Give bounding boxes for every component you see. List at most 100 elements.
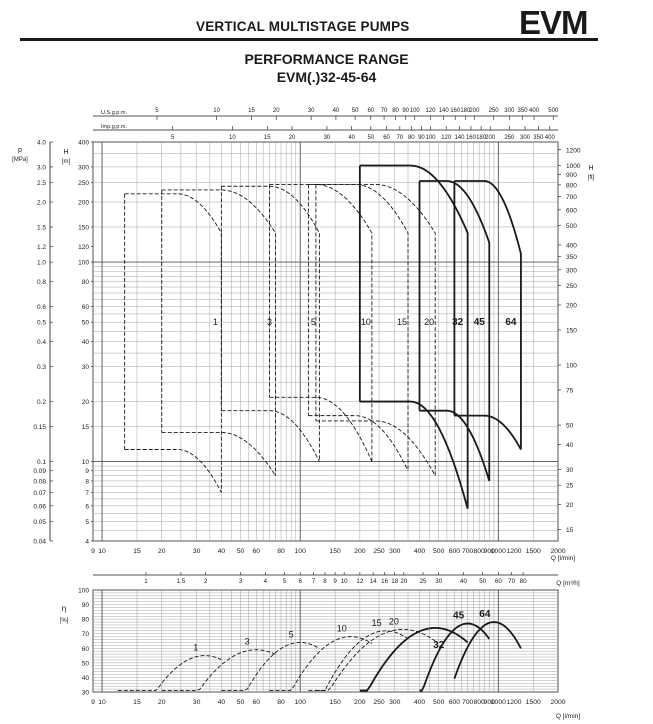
head-x-unit: Q [l/min]: [551, 555, 575, 562]
head-y-mpa-tick-label: 4.0: [37, 140, 46, 147]
imp-gpm-tick-label: 140: [454, 135, 465, 141]
eff-x-tick-label: 2000: [550, 699, 565, 706]
head-y-m-tick-label: 7: [85, 490, 89, 497]
head-y-m-tick-label: 4: [85, 539, 89, 546]
head-curve-label-64: 64: [505, 317, 517, 328]
head-curve-label-32: 32: [452, 317, 464, 328]
head-x-tick-label: 1000: [491, 548, 506, 555]
imp-gpm-tick-label: 60: [383, 135, 390, 141]
eff-x-tick-label: 1200: [506, 699, 521, 706]
us-gpm-tick-label: 160: [450, 108, 461, 114]
imp-gpm-tick-label: 10: [229, 135, 236, 141]
head-y-ft-tick-label: 50: [566, 423, 574, 430]
imp-gpm-tick-label: 300: [520, 135, 531, 141]
head-y-mpa-tick-label: 0.1: [37, 459, 46, 466]
head-y-m-tick-label: 400: [78, 140, 89, 147]
us-gpm-tick-label: 70: [381, 108, 388, 114]
eff-x-ticks: 9 10 15 20 30 40 50 60 80 100 150 200 250 300 400 500 60…: [91, 699, 566, 706]
imp-gpm-tick-label: 120: [441, 135, 452, 141]
head-y-m-tick-label: 6: [85, 503, 89, 510]
us-gpm-tick-label: 200: [469, 108, 480, 114]
eff-y-tick-label: 80: [82, 617, 90, 624]
head-y-ft-tick-label: 200: [566, 302, 577, 309]
m3h-tick-label: 6: [298, 578, 302, 585]
us-gpm-tick-label: 120: [425, 108, 436, 114]
head-x-tick-label: 20: [158, 548, 166, 555]
eff-curve-3: [161, 649, 276, 691]
head-x-tick-label: 600: [449, 548, 461, 555]
m3h-tick-label: 70: [508, 578, 515, 585]
head-y-m-tick-label: 300: [78, 164, 89, 171]
head-x-tick-label: 500: [433, 548, 445, 555]
imp-gpm-tick-label: 400: [545, 135, 556, 141]
head-x-tick-label: 15: [133, 548, 141, 555]
eff-y-tick-label: 30: [82, 690, 90, 697]
us-gpm-tick-label: 500: [548, 108, 559, 114]
head-x-tick-label: 60: [252, 548, 260, 555]
head-y-ft-tick-label: 350: [566, 254, 577, 261]
us-gpm-tick-label: 40: [333, 108, 340, 114]
eff-curve-10: [269, 636, 373, 691]
head-x-tick-label: 50: [237, 548, 245, 555]
head-y-m-tick-label: 15: [82, 424, 90, 431]
head-y-ft-tick-label: 900: [566, 172, 577, 179]
head-y-m-tick-label: 10: [82, 459, 90, 466]
eff-top-scale: 1 1.5 2 3 4 5 6 7 8 9 10 12 14 16 18 20 25 30 40 50 60 70 80 Q …: [93, 572, 580, 587]
head-x-tick-label: 100: [295, 548, 307, 555]
us-gpm-tick-label: 90: [402, 108, 409, 114]
eff-x-tick-label: 20: [158, 699, 166, 706]
head-y-ft-tick-label: 600: [566, 207, 577, 214]
head-curve-label-3: 3: [267, 317, 272, 327]
head-y-m-tick-label: 80: [82, 279, 90, 286]
head-grid: [92, 141, 559, 542]
head-x-tick-label: 10: [98, 548, 106, 555]
eff-x-tick-label: 300: [389, 699, 401, 706]
chart-title: PERFORMANCE RANGE: [244, 51, 409, 67]
head-y-ft-tick-label: 1000: [566, 163, 581, 170]
imp-gpm-tick-label: 90: [418, 135, 425, 141]
eff-curve-label-3: 3: [245, 637, 250, 647]
us-gpm-tick-label: 140: [439, 108, 450, 114]
head-y-mpa-tick-label: 1.5: [37, 224, 46, 231]
head-y-mpa-tick-label: 3.0: [37, 164, 46, 171]
imp-gpm-tick-label: 180: [476, 135, 487, 141]
imp-gpm-tick-label: 50: [368, 135, 375, 141]
eff-curve-20: [315, 628, 436, 691]
imp-gpm-tick-label: 100: [426, 135, 437, 141]
head-y-m-tick-label: 150: [78, 224, 89, 231]
head-y-mpa-tick-label: 0.15: [33, 424, 46, 431]
us-gpm-tick-label: 350: [518, 108, 529, 114]
eff-y-tick-label: 70: [82, 631, 90, 638]
head-y-ft-tick-label: 15: [566, 527, 574, 534]
head-curve-label-1: 1: [213, 317, 218, 327]
head-y-mpa-tick-label: 0.08: [33, 478, 46, 485]
imp-gpm-tick-label: 160: [466, 135, 477, 141]
m3h-tick-label: 30: [435, 578, 442, 585]
head-y-m-tick-label: 200: [78, 200, 89, 207]
imp-gpm-tick-label: 20: [289, 135, 296, 141]
head-x-tick-label: 30: [193, 548, 201, 555]
eff-x-tick-label: 40: [218, 699, 226, 706]
eff-x-tick-label: 60: [252, 699, 260, 706]
eff-y-axis-unit: [%]: [60, 618, 69, 624]
m3h-tick-label: 5: [283, 578, 287, 585]
head-y-ft-tick-label: 400: [566, 242, 577, 249]
eff-curve-label-20: 20: [389, 616, 399, 626]
m3h-tick-label: 2: [204, 578, 208, 585]
head-y-ft-tick-label: 700: [566, 194, 577, 201]
head-x-tick-label: 9: [91, 548, 95, 555]
head-curve-label-5: 5: [311, 317, 316, 327]
imp-gpm-tick-label: 350: [533, 135, 544, 141]
header-title: VERTICAL MULTISTAGE PUMPS: [196, 19, 410, 34]
head-y-m-tick-label: 40: [82, 339, 90, 346]
eff-x-tick-label: 50: [237, 699, 245, 706]
eff-curve-label-1: 1: [193, 643, 198, 653]
m3h-tick-label: 40: [460, 578, 467, 585]
head-x-tick-label: 400: [414, 548, 426, 555]
m3h-tick-label: 3: [239, 578, 243, 585]
head-y-ft-tick-label: 20: [566, 502, 574, 509]
head-y-mpa-ticks: 4.0 3.0 2.5 2.0 1.5 1.2 1.0 0.8 0.6 0.5 0.4 0.3 0.2 0…: [33, 140, 53, 546]
eff-y-axis-label: η: [62, 604, 66, 613]
head-y-ft-tick-label: 300: [566, 267, 577, 274]
